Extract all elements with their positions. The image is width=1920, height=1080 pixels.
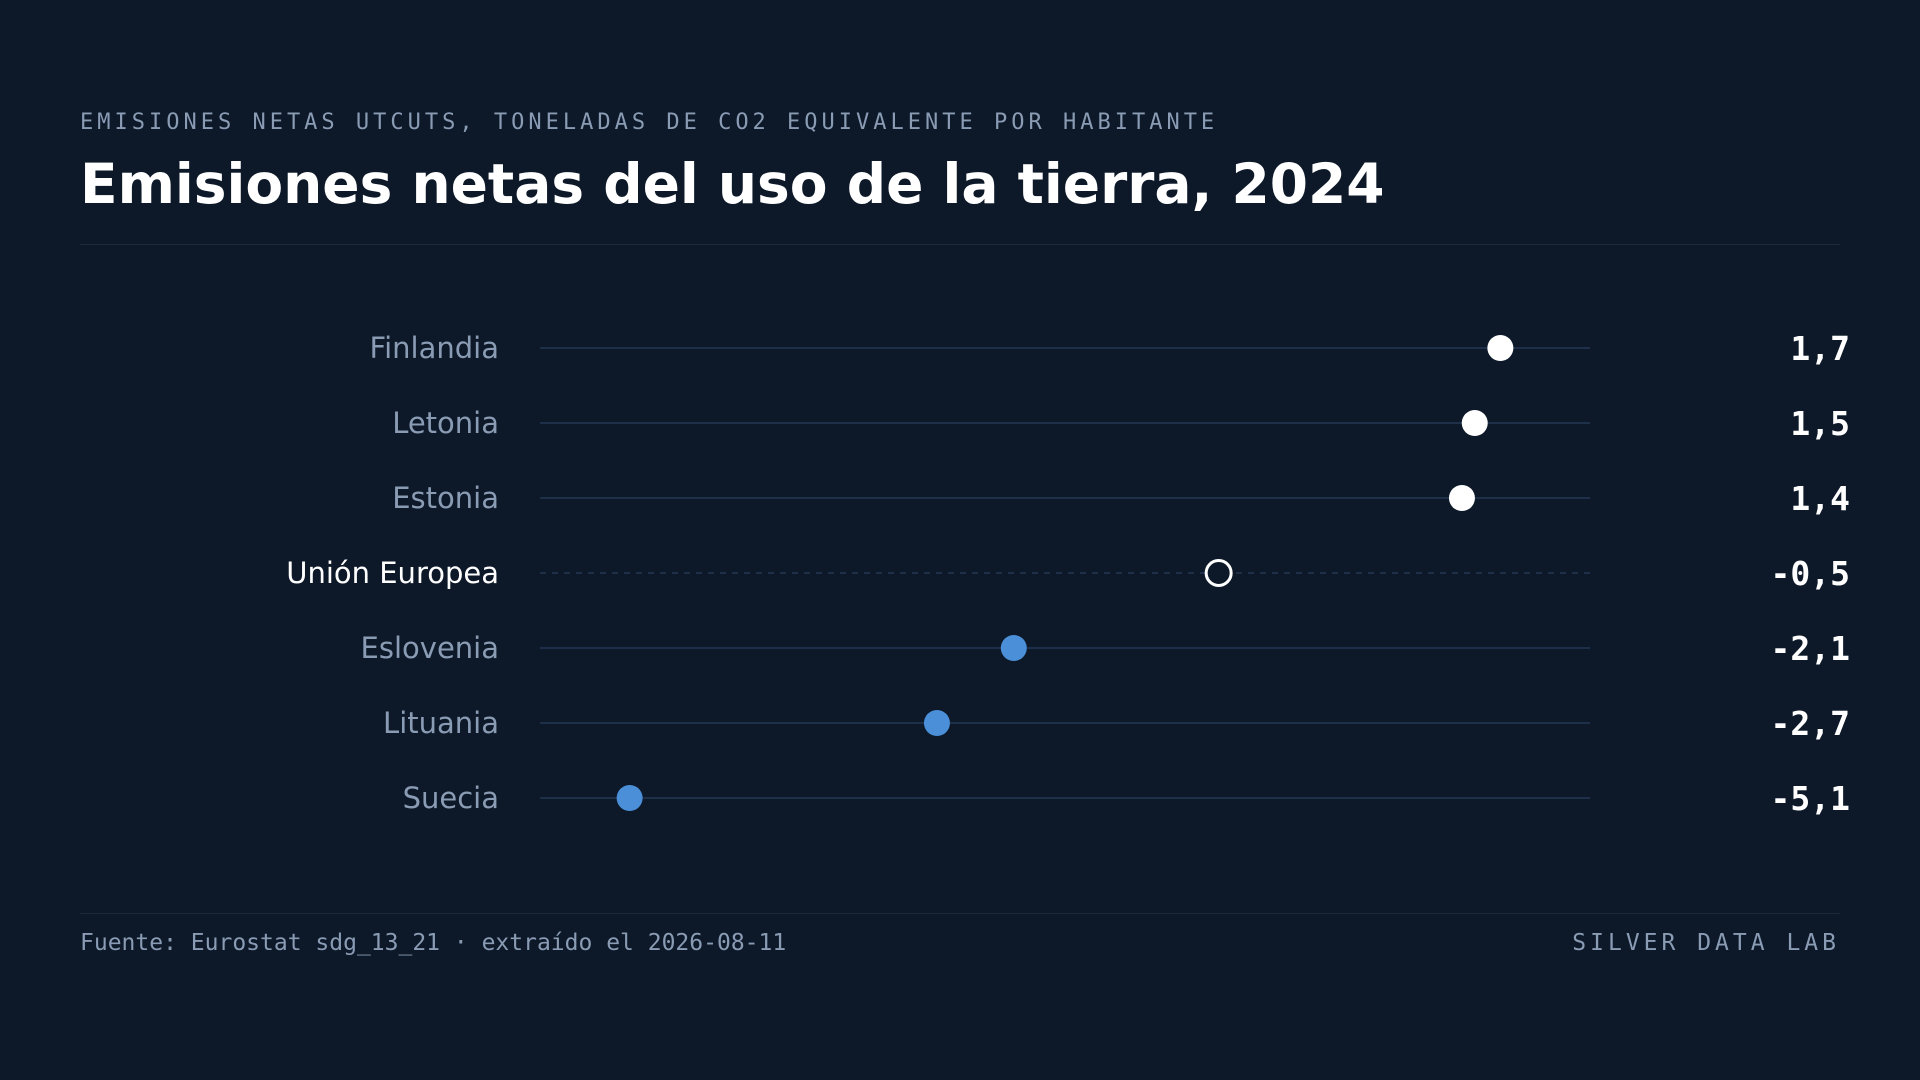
data-dot	[1487, 335, 1514, 361]
data-dot	[1461, 410, 1488, 436]
value-label: -2,7	[1771, 704, 1850, 743]
category-label: Letonia	[392, 406, 499, 440]
category-label: Unión Europea	[286, 556, 499, 590]
value-label: -0,5	[1771, 554, 1850, 593]
value-label: -2,1	[1771, 629, 1850, 668]
category-label: Lituania	[383, 706, 499, 740]
value-label: 1,5	[1790, 404, 1850, 443]
chart-title: Emisiones netas del uso de la tierra, 20…	[80, 152, 1385, 216]
brand-label: SILVER DATA LAB	[1572, 930, 1840, 956]
header-divider	[80, 244, 1840, 245]
data-dot	[1000, 635, 1027, 661]
chart-subtitle: EMISIONES NETAS UTCUTS, TONELADAS DE CO2…	[80, 110, 1219, 135]
source-note: Fuente: Eurostat sdg_13_21 · extraído el…	[80, 930, 787, 956]
value-label: 1,7	[1790, 329, 1850, 368]
category-label: Suecia	[403, 781, 499, 815]
value-label: 1,4	[1790, 479, 1850, 518]
reference-dot	[1204, 559, 1233, 587]
data-dot	[616, 785, 643, 811]
category-label: Eslovenia	[361, 631, 499, 665]
data-dot	[923, 710, 950, 736]
footer-divider	[80, 913, 1840, 914]
category-label: Estonia	[392, 481, 499, 515]
value-label: -5,1	[1771, 779, 1850, 818]
data-dot	[1448, 485, 1475, 511]
category-label: Finlandia	[370, 331, 499, 365]
